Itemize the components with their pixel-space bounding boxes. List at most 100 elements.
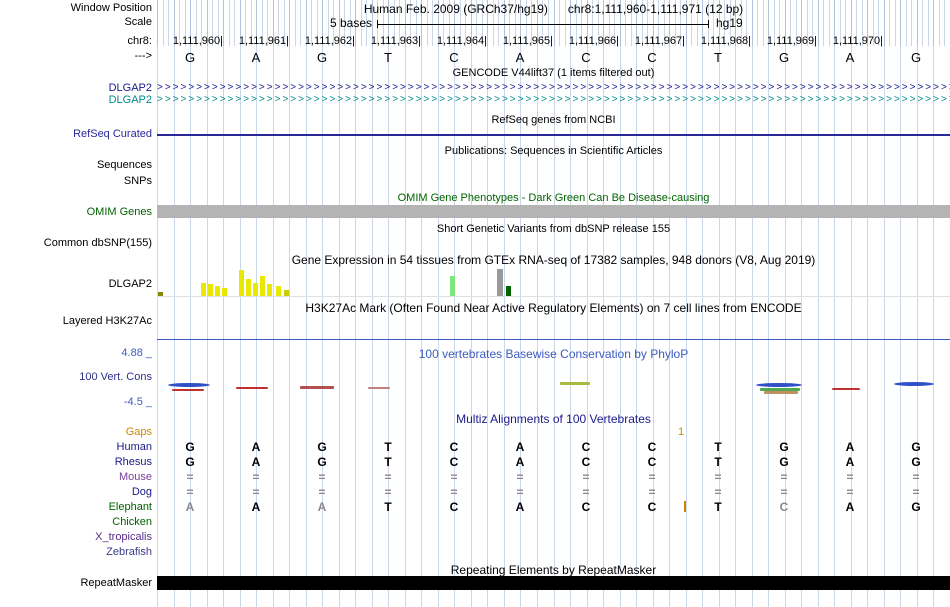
track-label-dlgap2-1[interactable]: DLGAP2 bbox=[108, 82, 152, 94]
alignment-row-zebrafish[interactable]: Zebrafish bbox=[0, 545, 950, 560]
track-label-gaps[interactable]: Gaps bbox=[125, 426, 152, 438]
track-label-snps[interactable]: SNPs bbox=[123, 175, 152, 187]
dbsnp-title: Short Genetic Variants from dbSNP releas… bbox=[436, 223, 671, 235]
track-label-dlgap2-2[interactable]: DLGAP2 bbox=[108, 94, 152, 106]
gtex-bar[interactable] bbox=[208, 284, 213, 296]
track-label-omim[interactable]: OMIM Genes bbox=[86, 206, 152, 218]
ruler-tick bbox=[669, 0, 670, 46]
ruler-tick bbox=[730, 0, 731, 46]
species-label[interactable]: Elephant bbox=[108, 501, 152, 513]
ruler-tick bbox=[928, 0, 929, 46]
species-label[interactable]: Dog bbox=[131, 486, 152, 498]
gene-arrows-1[interactable]: >>>>>>>>>>>>>>>>>>>>>>>>>>>>>>>>>>>>>>>>… bbox=[157, 83, 950, 93]
conservation-mark bbox=[560, 382, 590, 385]
ruler-tick bbox=[933, 0, 934, 46]
alignment-row-chicken[interactable]: Chicken bbox=[0, 515, 950, 530]
alignment-base: A bbox=[845, 440, 855, 454]
species-label[interactable]: Chicken bbox=[112, 516, 152, 528]
alignment-row-elephant[interactable]: Elephant A A A T C A C C T C A G bbox=[0, 500, 950, 515]
alignment-base: = bbox=[450, 485, 458, 499]
ruler-tick bbox=[157, 0, 158, 46]
ruler-tick bbox=[388, 0, 389, 46]
ruler-tick bbox=[735, 0, 736, 46]
gtex-bar[interactable] bbox=[246, 279, 251, 296]
alignment-base: = bbox=[252, 485, 260, 499]
gtex-bar[interactable] bbox=[506, 286, 511, 296]
alignment-base: G bbox=[317, 440, 327, 454]
track-label-dbsnp[interactable]: Common dbSNP(155) bbox=[43, 237, 152, 249]
gtex-bar[interactable] bbox=[450, 276, 455, 296]
gtex-bar[interactable] bbox=[497, 269, 503, 296]
grid-line bbox=[933, 0, 934, 607]
ruler-tick bbox=[476, 0, 477, 46]
ruler-tick bbox=[438, 0, 439, 46]
scale-label: Scale bbox=[124, 16, 152, 28]
alignment-base: = bbox=[714, 485, 722, 499]
gtex-bar[interactable] bbox=[284, 290, 289, 296]
grid-line bbox=[669, 0, 670, 607]
track-label-repeatmasker[interactable]: RepeatMasker bbox=[80, 577, 152, 589]
alignment-base: G bbox=[185, 440, 195, 454]
gtex-bar[interactable] bbox=[215, 286, 220, 296]
alignment-base: T bbox=[714, 455, 722, 469]
ruler-tick bbox=[917, 0, 918, 46]
track-label-gtex[interactable]: DLGAP2 bbox=[108, 278, 152, 290]
gtex-bar[interactable] bbox=[253, 283, 258, 296]
alignment-row-rhesus[interactable]: Rhesus G A G T C A C C T G A G bbox=[0, 455, 950, 470]
ruler-tick bbox=[598, 0, 599, 46]
conservation-mark bbox=[300, 386, 334, 389]
track-label-sequences[interactable]: Sequences bbox=[96, 159, 152, 171]
alignment-base: = bbox=[186, 485, 194, 499]
ruler-tick bbox=[642, 0, 643, 46]
gtex-bar[interactable] bbox=[158, 292, 163, 296]
gtex-bar[interactable] bbox=[276, 286, 281, 296]
omim-title: OMIM Gene Phenotypes - Dark Green Can Be… bbox=[397, 192, 710, 204]
species-label[interactable]: Mouse bbox=[118, 471, 152, 483]
gene-arrows-2[interactable]: >>>>>>>>>>>>>>>>>>>>>>>>>>>>>>>>>>>>>>>>… bbox=[157, 95, 950, 105]
grid-line bbox=[620, 0, 621, 607]
gtex-bar[interactable] bbox=[260, 276, 265, 296]
grid-line bbox=[471, 0, 472, 607]
species-label[interactable]: Zebrafish bbox=[106, 546, 152, 558]
alignment-base: G bbox=[317, 455, 327, 469]
ruler-tick bbox=[895, 0, 896, 46]
grid-line bbox=[834, 0, 835, 607]
track-label-refseq[interactable]: RefSeq Curated bbox=[73, 128, 152, 140]
alignment-base: C bbox=[449, 500, 459, 514]
ruler-tick bbox=[851, 0, 852, 46]
ruler-tick bbox=[922, 0, 923, 46]
grid-line bbox=[388, 0, 389, 607]
gtex-bar[interactable] bbox=[239, 270, 244, 296]
ruler-tick bbox=[592, 0, 593, 46]
omim-gene-bar[interactable] bbox=[157, 205, 950, 218]
grid-line bbox=[554, 0, 555, 607]
ruler-tick bbox=[174, 0, 175, 46]
gtex-bar[interactable] bbox=[222, 288, 227, 296]
grid-line bbox=[752, 0, 753, 607]
repeatmasker-bar[interactable] bbox=[157, 576, 950, 590]
species-label[interactable]: Rhesus bbox=[114, 456, 152, 468]
alignment-row-mouse[interactable]: Mouse = = = = = = = = = = = = bbox=[0, 470, 950, 485]
track-label-h3k27ac[interactable]: Layered H3K27Ac bbox=[62, 315, 152, 327]
grid-line bbox=[256, 0, 257, 607]
species-label[interactable]: X_tropicalis bbox=[95, 531, 152, 543]
ruler-tick bbox=[289, 0, 290, 46]
ruler-tick bbox=[658, 0, 659, 46]
gtex-bar[interactable] bbox=[201, 283, 206, 296]
conservation-top-line bbox=[157, 339, 950, 340]
alignment-row-dog[interactable]: Dog = = = = = = = = = = = = bbox=[0, 485, 950, 500]
alignment-base: T bbox=[384, 455, 392, 469]
species-label[interactable]: Human bbox=[116, 441, 152, 453]
alignment-row-human[interactable]: Human G A G T C A C C T G A G bbox=[0, 440, 950, 455]
alignment-base: G bbox=[911, 500, 921, 514]
gtex-bar[interactable] bbox=[267, 284, 272, 296]
refseq-gene-line[interactable] bbox=[157, 134, 950, 136]
alignment-row-x_tropicalis[interactable]: X_tropicalis bbox=[0, 530, 950, 545]
alignment-base: T bbox=[714, 440, 722, 454]
ruler-tick bbox=[724, 0, 725, 46]
alignment-base: = bbox=[912, 470, 920, 484]
ruler-tick bbox=[333, 0, 334, 46]
track-label-conservation[interactable]: 100 Vert. Cons bbox=[79, 371, 152, 383]
ruler-tick bbox=[383, 0, 384, 46]
